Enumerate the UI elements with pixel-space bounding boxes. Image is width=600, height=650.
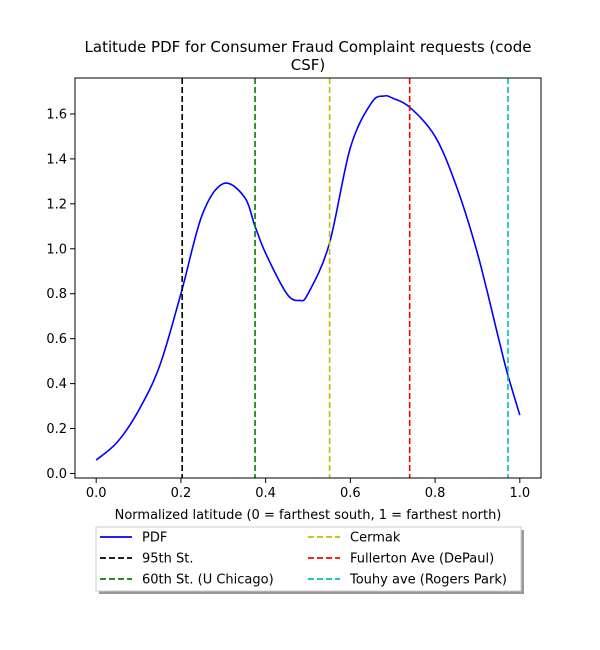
y-tick-label: 1.4 [46, 152, 67, 167]
x-tick-label: 1.0 [509, 486, 530, 501]
legend-label: Touhy ave (Rogers Park) [349, 573, 507, 588]
legend-label: 95th St. [142, 552, 194, 567]
x-tick-label: 0.0 [86, 486, 107, 501]
x-tick-label: 0.4 [255, 486, 276, 501]
legend-label: PDF [142, 531, 167, 546]
y-tick-label: 1.6 [46, 107, 67, 122]
y-tick-label: 0.4 [46, 377, 67, 392]
x-axis-label: Normalized latitude (0 = farthest south,… [115, 508, 502, 523]
y-tick-label: 1.0 [46, 242, 67, 257]
x-tick-label: 0.6 [340, 486, 361, 501]
y-tick-label: 0.8 [46, 287, 67, 302]
y-tick-label: 0.0 [46, 467, 67, 482]
y-tick-label: 0.6 [46, 332, 67, 347]
y-tick-label: 1.2 [46, 197, 67, 212]
legend-label: Fullerton Ave (DePaul) [350, 552, 494, 567]
plot-frame [74, 77, 542, 479]
x-tick-label: 0.2 [171, 486, 192, 501]
y-tick-label: 0.2 [46, 422, 67, 437]
legend-label: Cermak [350, 531, 401, 546]
pdf-series-line [95, 94, 521, 461]
legend-label: 60th St. (U Chicago) [142, 573, 274, 588]
x-tick-label: 0.8 [425, 486, 446, 501]
legend: PDF 95th St. 60th St. (U Chicago) Cermak Ful… [95, 526, 524, 594]
plot-area: 0.0 0.2 0.4 0.6 0.8 1.0 0.0 0.2 0.4 0.6 0.8 1.0 1.2 1… [46, 78, 530, 501]
chart-title-line-1: Latitude PDF for Consumer Fraud Complain… [85, 38, 532, 56]
chart-title-line-2: CSF) [291, 56, 325, 74]
